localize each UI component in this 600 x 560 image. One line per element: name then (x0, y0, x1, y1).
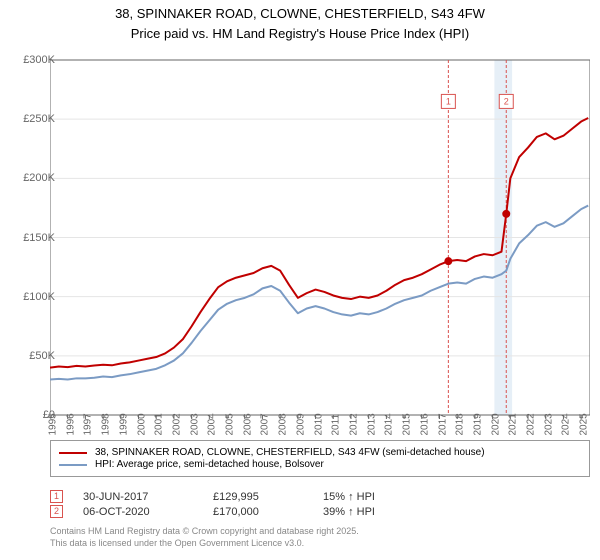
x-tick-label: 1996 (65, 413, 76, 435)
x-tick-label: 2013 (366, 413, 377, 435)
marker-date: 06-OCT-2020 (83, 506, 213, 518)
marker-number-box: 1 (50, 490, 63, 503)
x-tick-label: 2012 (348, 413, 359, 435)
x-tick-label: 2005 (225, 413, 236, 435)
legend-item: HPI: Average price, semi-detached house,… (59, 459, 581, 470)
x-tick-label: 2006 (242, 413, 253, 435)
legend-swatch (59, 464, 87, 466)
legend-item: 38, SPINNAKER ROAD, CLOWNE, CHESTERFIELD… (59, 447, 581, 458)
marker-delta: 39% ↑ HPI (323, 506, 375, 518)
x-tick-label: 2014 (384, 413, 395, 435)
x-tick-label: 1998 (101, 413, 112, 435)
x-tick-label: 2000 (136, 413, 147, 435)
x-tick-label: 2003 (189, 413, 200, 435)
svg-text:1: 1 (446, 96, 451, 106)
y-tick-label: £100K (23, 291, 55, 303)
x-tick-label: 2010 (313, 413, 324, 435)
y-tick-label: £250K (23, 113, 55, 125)
x-tick-label: 2008 (278, 413, 289, 435)
x-tick-label: 2018 (455, 413, 466, 435)
y-tick-label: £150K (23, 232, 55, 244)
x-tick-label: 1995 (48, 413, 59, 435)
chart-title: 38, SPINNAKER ROAD, CLOWNE, CHESTERFIELD… (0, 0, 600, 26)
footnote-line: Contains HM Land Registry data © Crown c… (50, 526, 359, 538)
x-tick-label: 2020 (490, 413, 501, 435)
legend: 38, SPINNAKER ROAD, CLOWNE, CHESTERFIELD… (50, 440, 590, 477)
x-tick-label: 2007 (260, 413, 271, 435)
chart-subtitle: Price paid vs. HM Land Registry's House … (0, 26, 600, 51)
x-tick-label: 2023 (543, 413, 554, 435)
y-tick-label: £200K (23, 172, 55, 184)
chart-svg: 12 (50, 55, 590, 425)
x-tick-label: 1999 (118, 413, 129, 435)
x-tick-label: 2019 (472, 413, 483, 435)
x-tick-label: 2011 (331, 414, 342, 436)
sale-markers-table: 1 30-JUN-2017£129,99515% ↑ HPI 2 06-OCT-202… (50, 488, 375, 520)
x-tick-label: 2021 (508, 413, 519, 435)
x-tick-label: 2001 (154, 413, 165, 435)
marker-row: 2 06-OCT-2020£170,00039% ↑ HPI (50, 505, 375, 518)
marker-date: 30-JUN-2017 (83, 491, 213, 503)
svg-text:2: 2 (504, 96, 509, 106)
marker-row: 1 30-JUN-2017£129,99515% ↑ HPI (50, 490, 375, 503)
line-chart: 12 (50, 55, 590, 425)
footnote-line: This data is licensed under the Open Gov… (50, 538, 359, 550)
x-tick-label: 2025 (579, 413, 590, 435)
x-tick-label: 2009 (295, 413, 306, 435)
marker-number-box: 2 (50, 505, 63, 518)
y-tick-label: £50K (29, 350, 55, 362)
legend-swatch (59, 452, 87, 454)
marker-price: £170,000 (213, 506, 323, 518)
x-tick-label: 2015 (402, 413, 413, 435)
x-tick-label: 2022 (526, 413, 537, 435)
y-tick-label: £300K (23, 54, 55, 66)
x-tick-label: 2016 (419, 413, 430, 435)
footnote: Contains HM Land Registry data © Crown c… (50, 526, 359, 549)
marker-delta: 15% ↑ HPI (323, 491, 375, 503)
marker-price: £129,995 (213, 491, 323, 503)
legend-label: HPI: Average price, semi-detached house,… (95, 459, 324, 470)
x-tick-label: 2024 (561, 413, 572, 435)
x-tick-label: 2002 (171, 413, 182, 435)
legend-label: 38, SPINNAKER ROAD, CLOWNE, CHESTERFIELD… (95, 447, 485, 458)
x-tick-label: 2004 (207, 413, 218, 435)
x-tick-label: 2017 (437, 413, 448, 435)
x-tick-label: 1997 (83, 413, 94, 435)
